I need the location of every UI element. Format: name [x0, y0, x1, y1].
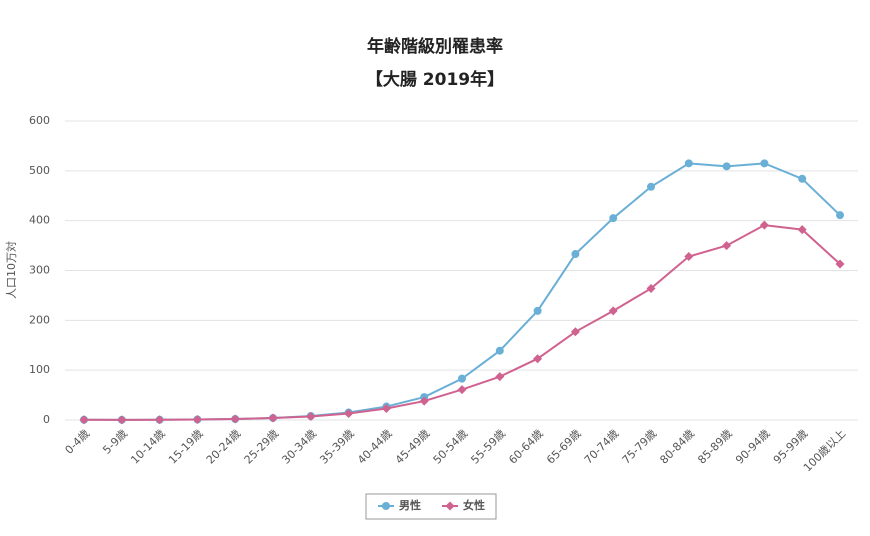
legend-label: 女性 [463, 498, 485, 512]
data-point [836, 211, 844, 220]
data-point [457, 385, 467, 395]
data-point [759, 220, 769, 230]
data-point [230, 414, 240, 424]
data-point [381, 404, 391, 414]
x-tick-label: 60-64歳 [506, 427, 546, 467]
x-tick-label: 20-24歳 [204, 427, 244, 467]
data-point [458, 374, 466, 383]
data-point [684, 159, 693, 168]
data-point [495, 372, 505, 382]
y-tick-label: 0 [43, 413, 50, 426]
x-tick-label: 40-44歳 [355, 427, 395, 467]
data-point [344, 409, 354, 419]
data-point [571, 250, 580, 259]
x-tick-label: 25-29歳 [242, 427, 282, 467]
data-point [684, 252, 694, 262]
x-tick-label: 30-34歳 [279, 427, 319, 467]
x-tick-label: 80-84歳 [657, 427, 697, 467]
data-point [608, 306, 618, 316]
legend-marker [382, 502, 390, 510]
data-point [760, 159, 769, 168]
data-point [570, 327, 580, 337]
y-tick-label: 600 [29, 114, 50, 127]
x-tick-label: 0-4歳 [63, 427, 93, 457]
x-tick-label: 45-49歳 [393, 427, 433, 467]
data-point [835, 259, 845, 269]
data-point [79, 415, 89, 425]
data-point [495, 346, 504, 355]
data-point [722, 162, 731, 171]
y-tick-label: 100 [29, 363, 50, 376]
x-tick-label: 65-69歳 [544, 427, 584, 467]
y-tick-label: 500 [29, 164, 50, 177]
x-tick-label: 50-54歳 [431, 427, 471, 467]
data-point [646, 283, 656, 293]
x-tick-label: 10-14歳 [128, 427, 168, 467]
data-point [647, 182, 655, 191]
data-point [419, 396, 429, 406]
data-point [798, 174, 807, 183]
data-point [155, 415, 165, 425]
y-tick-label: 300 [29, 264, 50, 277]
chart-subtitle: 【大腸 2019年】 [366, 69, 504, 90]
x-tick-label: 15-19歳 [166, 427, 206, 467]
data-point [306, 412, 316, 422]
data-point [609, 214, 618, 223]
data-point [268, 413, 278, 423]
x-tick-label: 75-79歳 [620, 427, 660, 467]
x-tick-label: 55-59歳 [468, 427, 508, 467]
x-tick-label: 35-39歳 [317, 427, 357, 467]
chart-title: 年齢階級別罹患率 [367, 36, 503, 57]
data-point [117, 415, 127, 425]
y-axis-label: 人口10万対 [4, 241, 18, 299]
y-tick-label: 200 [29, 313, 50, 326]
data-point [192, 415, 202, 425]
x-tick-label: 85-89歳 [695, 427, 735, 467]
data-point [797, 225, 807, 235]
legend-label: 男性 [399, 498, 421, 512]
x-tick-label: 90-94歳 [733, 427, 773, 467]
data-point [533, 354, 543, 364]
x-tick-label: 5-9歳 [100, 427, 130, 457]
x-tick-label: 70-74歳 [582, 427, 622, 467]
data-point [722, 241, 732, 251]
legend-marker [445, 501, 455, 511]
y-tick-label: 400 [29, 214, 50, 227]
data-point [533, 306, 542, 315]
